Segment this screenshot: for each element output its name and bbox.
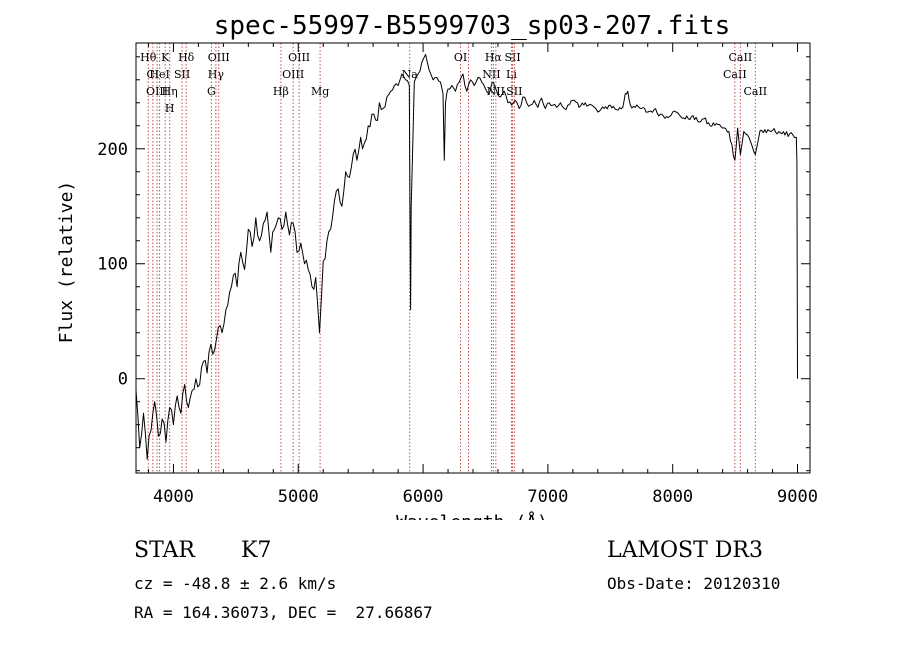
y-axis-label: Flux (relative) — [56, 181, 77, 344]
marker-label: Na — [402, 68, 419, 81]
marker-label: CaII — [743, 85, 767, 98]
x-tick-label: 6000 — [403, 487, 444, 507]
x-tick-label: 4000 — [153, 487, 194, 507]
marker-label: Hθ — [140, 51, 157, 64]
marker-label: SII — [504, 51, 520, 64]
marker-label: OIII — [282, 68, 304, 81]
marker-label: G — [207, 85, 216, 98]
survey-name: LAMOST DR3 — [607, 538, 763, 563]
chart-title: spec-55997-B5599703_sp03-207.fits — [214, 11, 731, 41]
object-class: STAR — [134, 538, 195, 563]
marker-label: SII — [174, 68, 190, 81]
marker-label: HeI — [149, 68, 169, 81]
object-subclass: K7 — [241, 538, 272, 563]
marker-label: SII — [506, 85, 522, 98]
y-tick-label: 0 — [118, 370, 128, 390]
marker-label: Hη — [162, 85, 178, 98]
observation-date: Obs-Date: 20120310 — [607, 574, 781, 593]
marker-label: OI — [454, 51, 467, 64]
plot-frame — [135, 42, 811, 474]
y-tick-label: 100 — [97, 255, 128, 275]
x-tick-label: 5000 — [278, 487, 319, 507]
marker-label: NII — [487, 85, 505, 98]
marker-label: Li — [506, 68, 517, 81]
axis-ticks: 4000 5000 6000 7000 8000 9000 0 100 200 — [97, 43, 818, 507]
x-axis-label: Wavelength (Å) — [396, 511, 548, 520]
marker-label: OIII — [208, 51, 230, 64]
spectral-line-markers: Hθ CI OIII HeI K Hη H SII Hδ G Hγ OIII Hβ OIII OIII Mg N… — [140, 43, 767, 473]
marker-label: NII — [482, 68, 500, 81]
marker-label: Hδ — [178, 51, 195, 64]
x-tick-label: 8000 — [652, 487, 693, 507]
x-tick-label: 9000 — [777, 487, 818, 507]
coordinates: RA = 164.36073, DEC = 27.66867 — [134, 603, 433, 622]
marker-label: CaII — [723, 68, 747, 81]
marker-label: CI — [146, 68, 159, 81]
marker-label: Hβ — [273, 85, 289, 98]
marker-label: OIII — [288, 51, 310, 64]
spectrum-chart: spec-55997-B5599703_sp03-207.fits Hθ CI OI… — [56, 11, 818, 520]
marker-label: H — [165, 102, 175, 115]
marker-label: CaII — [729, 51, 753, 64]
y-tick-label: 200 — [97, 140, 128, 160]
marker-label: OIII — [146, 85, 168, 98]
marker-label: Hα — [485, 51, 503, 64]
redshift-cz: cz = -48.8 ± 2.6 km/s — [134, 574, 337, 593]
marker-label: K — [161, 51, 170, 64]
x-tick-label: 7000 — [527, 487, 568, 507]
marker-label: Mg — [311, 85, 329, 98]
spectrum-line — [135, 54, 798, 460]
marker-label: Hγ — [208, 68, 225, 81]
